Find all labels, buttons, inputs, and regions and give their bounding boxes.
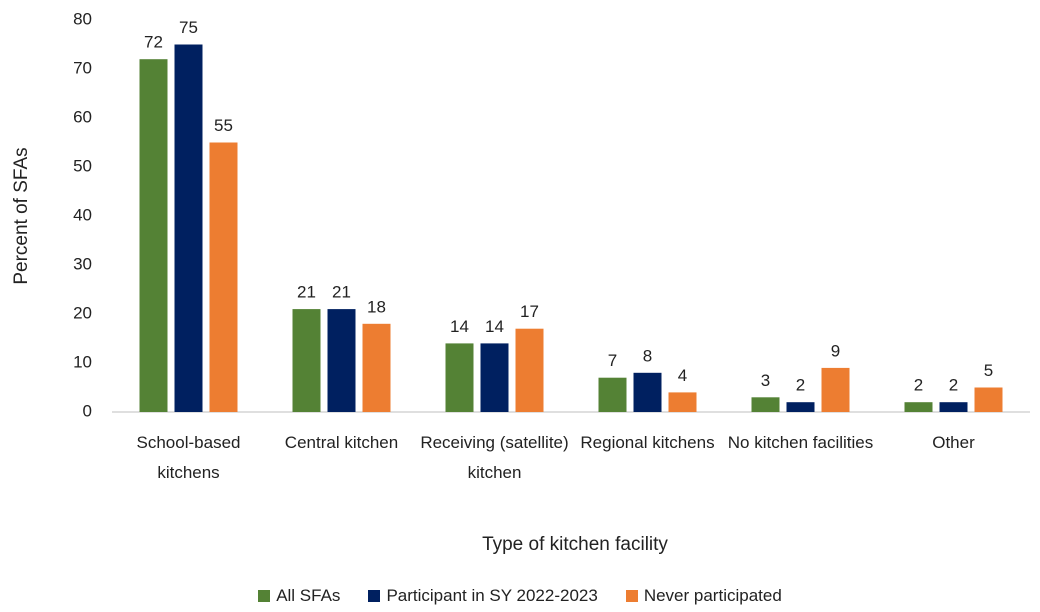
bar — [633, 372, 662, 412]
data-label: 3 — [761, 371, 770, 390]
legend-label: All SFAs — [276, 586, 341, 605]
legend: All SFAs Participant in SY 2022-2023 Never… — [0, 586, 1040, 606]
data-label: 55 — [214, 116, 233, 135]
bar — [821, 367, 850, 412]
data-label: 14 — [485, 317, 504, 336]
data-label: 18 — [367, 297, 386, 316]
data-label: 2 — [949, 376, 958, 395]
legend-swatch — [625, 590, 638, 602]
x-tick-label: Receiving (satellite) kitchen — [420, 433, 569, 482]
bar — [209, 142, 238, 412]
y-tick-label: 30 — [73, 254, 92, 273]
data-label: 72 — [144, 33, 163, 52]
bar — [786, 402, 815, 412]
bar — [445, 343, 474, 412]
y-tick-label: 70 — [73, 58, 92, 77]
y-tick-label: 40 — [73, 205, 92, 224]
x-tick-label: No kitchen facilities — [727, 433, 874, 452]
legend-swatch — [368, 590, 381, 602]
bar — [480, 343, 509, 412]
data-label: 9 — [831, 341, 840, 360]
bar — [292, 309, 321, 412]
data-label: 4 — [678, 366, 687, 385]
data-label: 8 — [643, 346, 652, 365]
bar — [668, 392, 697, 412]
bar — [598, 377, 627, 412]
y-tick-label: 0 — [83, 401, 92, 420]
bar — [751, 397, 780, 412]
x-tick-label: Other — [932, 433, 975, 452]
y-tick-label: 60 — [73, 107, 92, 126]
y-tick-label: 10 — [73, 352, 92, 371]
x-tick-label: Central kitchen — [284, 433, 399, 452]
y-tick-label: 50 — [73, 156, 92, 175]
data-label: 7 — [608, 351, 617, 370]
bar — [327, 309, 356, 412]
bar — [174, 44, 203, 412]
x-tick-label: School-based kitchens — [136, 433, 241, 482]
legend-label: Participant in SY 2022-2023 — [386, 586, 598, 605]
data-label: 2 — [914, 376, 923, 395]
x-axis-title: Type of kitchen facility — [482, 534, 668, 555]
bar — [904, 402, 933, 412]
bar — [362, 323, 391, 412]
legend-item: Participant in SY 2022-2023 — [368, 586, 598, 606]
data-label: 14 — [450, 317, 469, 336]
legend-label: Never participated — [643, 586, 782, 605]
bar — [515, 328, 544, 412]
bar — [139, 59, 168, 412]
y-axis-title: Percent of SFAs — [11, 147, 32, 284]
legend-item: Never participated — [625, 586, 782, 606]
bar — [939, 402, 968, 412]
data-label: 5 — [984, 361, 993, 380]
data-label: 21 — [297, 283, 316, 302]
legend-item: All SFAs — [258, 586, 340, 606]
data-label: 17 — [520, 302, 539, 321]
y-tick-label: 80 — [73, 9, 92, 28]
data-label: 2 — [796, 376, 805, 395]
data-label: 75 — [179, 18, 198, 37]
data-label: 21 — [332, 283, 351, 302]
y-tick-label: 20 — [73, 303, 92, 322]
x-tick-label: Regional kitchens — [580, 433, 715, 452]
legend-swatch — [258, 590, 271, 602]
bar — [974, 387, 1003, 412]
